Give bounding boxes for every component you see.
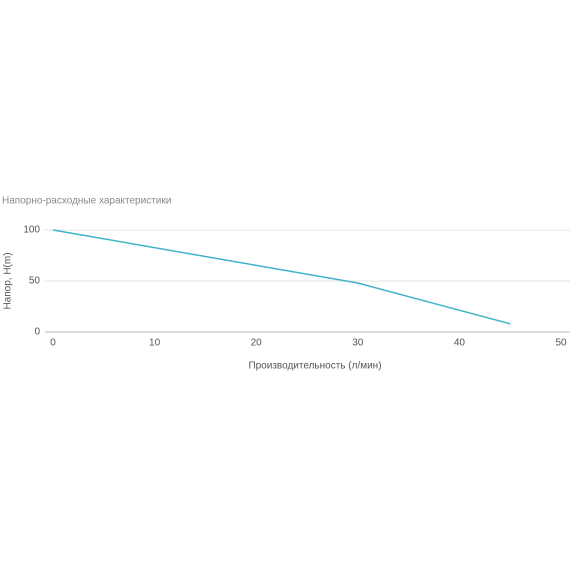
y-tick-label: 0 (34, 327, 40, 338)
y-tick-label: 100 (23, 225, 40, 236)
line (52, 229, 511, 325)
x-tick-label: 0 (50, 338, 56, 349)
chart-title: Напорно-расходные характеристики (2, 196, 171, 207)
x-axis-label: Производительность (л/мин) (248, 361, 381, 372)
x-tick-label: 40 (454, 338, 466, 349)
x-tick-label: 50 (555, 338, 567, 349)
x-tick-label: 10 (149, 338, 161, 349)
y-tick-label: 50 (29, 276, 41, 287)
x-tick-label: 30 (352, 338, 364, 349)
y-axis-label: Напор, H(m) (3, 252, 14, 309)
x-tick-label: 20 (251, 338, 263, 349)
